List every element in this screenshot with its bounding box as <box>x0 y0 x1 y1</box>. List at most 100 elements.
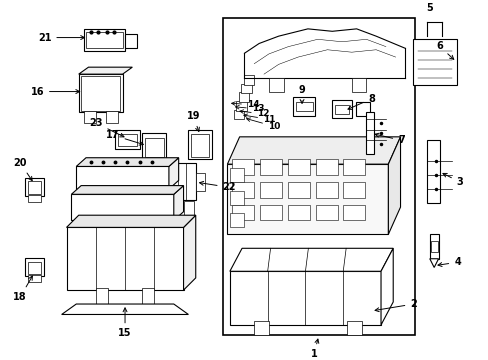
Text: 8: 8 <box>347 94 375 109</box>
Bar <box>233 110 244 120</box>
Bar <box>142 288 154 304</box>
Bar <box>238 92 249 102</box>
Bar <box>86 32 122 48</box>
Bar <box>118 134 137 146</box>
Bar <box>243 75 254 85</box>
Bar <box>25 258 43 276</box>
Text: 17: 17 <box>106 130 143 145</box>
Bar <box>188 130 211 159</box>
Bar <box>27 275 41 283</box>
Text: 9: 9 <box>298 85 305 103</box>
Bar <box>195 174 204 191</box>
Text: 5: 5 <box>426 3 432 13</box>
Bar <box>83 29 125 51</box>
Bar <box>83 111 96 123</box>
Bar <box>268 78 283 91</box>
Text: 2: 2 <box>374 299 416 312</box>
Bar <box>427 140 439 203</box>
Bar <box>229 168 244 182</box>
Text: 21: 21 <box>38 32 84 42</box>
Polygon shape <box>412 39 456 85</box>
Text: 12: 12 <box>240 109 268 118</box>
Text: 14: 14 <box>231 100 259 109</box>
Bar <box>27 181 41 194</box>
Polygon shape <box>76 158 178 166</box>
Bar <box>260 159 282 175</box>
Polygon shape <box>66 215 195 228</box>
Bar <box>144 138 163 157</box>
Bar <box>232 159 254 175</box>
Bar <box>183 201 194 215</box>
Bar <box>334 105 348 114</box>
Polygon shape <box>168 158 178 189</box>
Text: 19: 19 <box>186 111 200 131</box>
Text: 22: 22 <box>199 181 236 192</box>
Text: 3: 3 <box>442 174 463 187</box>
Text: 13: 13 <box>235 104 264 113</box>
Polygon shape <box>380 248 392 325</box>
Polygon shape <box>71 186 183 194</box>
Bar <box>293 97 315 116</box>
Bar <box>105 111 118 123</box>
Bar <box>27 261 41 274</box>
Polygon shape <box>429 259 438 267</box>
Polygon shape <box>366 112 373 154</box>
Bar <box>260 182 282 198</box>
Text: 11: 11 <box>244 114 275 124</box>
Bar <box>25 178 43 196</box>
Bar <box>125 34 137 48</box>
Bar <box>96 288 108 304</box>
Bar <box>115 130 140 149</box>
Polygon shape <box>61 304 188 315</box>
Bar <box>27 195 41 202</box>
Bar <box>343 205 365 220</box>
Polygon shape <box>387 137 400 234</box>
Bar <box>79 74 122 112</box>
Bar <box>346 321 361 336</box>
Bar <box>190 134 209 157</box>
Bar <box>295 102 312 111</box>
Text: 15: 15 <box>118 308 131 338</box>
Bar <box>331 100 351 118</box>
Text: 4: 4 <box>437 257 460 267</box>
Bar <box>71 194 173 220</box>
Bar <box>429 234 438 259</box>
Bar <box>229 191 244 205</box>
Bar <box>351 78 366 91</box>
Text: 6: 6 <box>435 41 453 59</box>
Bar <box>343 182 365 198</box>
Bar <box>355 102 369 116</box>
Polygon shape <box>229 271 380 325</box>
Bar <box>315 205 337 220</box>
Polygon shape <box>173 186 183 220</box>
Text: 1: 1 <box>310 339 318 359</box>
Bar <box>241 84 251 93</box>
Polygon shape <box>79 67 132 74</box>
Bar <box>232 205 254 220</box>
Polygon shape <box>227 164 387 234</box>
Bar <box>222 18 414 336</box>
Bar <box>287 205 309 220</box>
Text: 16: 16 <box>30 86 80 96</box>
Bar <box>430 241 437 252</box>
Bar <box>260 205 282 220</box>
Bar <box>168 163 195 199</box>
Bar <box>81 76 120 111</box>
Bar <box>232 182 254 198</box>
Bar <box>76 166 168 189</box>
Bar <box>287 182 309 198</box>
Bar <box>287 159 309 175</box>
Text: 10: 10 <box>246 118 280 131</box>
Text: 20: 20 <box>14 158 32 181</box>
Text: 7: 7 <box>374 133 404 145</box>
Bar <box>315 182 337 198</box>
Polygon shape <box>229 248 392 271</box>
Bar <box>66 228 183 290</box>
Bar <box>142 133 166 159</box>
Polygon shape <box>227 137 400 164</box>
Bar <box>343 159 365 175</box>
Bar <box>229 213 244 228</box>
Bar <box>254 321 268 336</box>
Bar <box>236 101 246 111</box>
Bar <box>315 159 337 175</box>
